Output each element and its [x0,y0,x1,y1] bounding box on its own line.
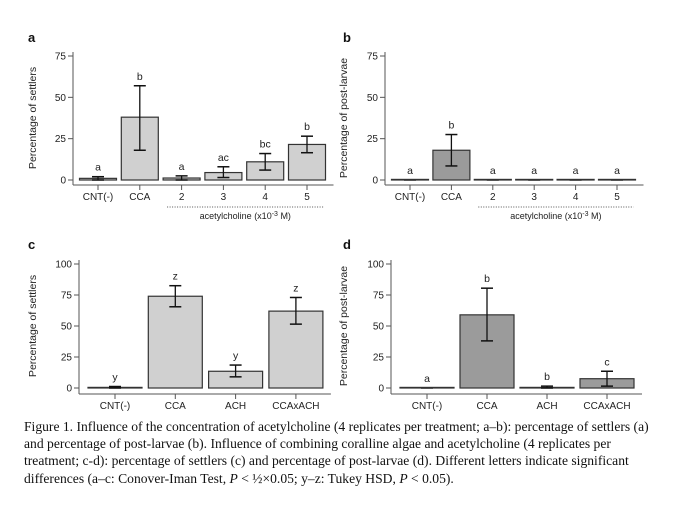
y-tick-label: 100 [55,260,72,271]
group-bracket-label: acetylcholine (x10-3 M) [200,211,291,221]
caption-text: < ½×0.05; y–z: Tukey HSD, [237,470,400,486]
x-tick-label: CCA [476,401,497,412]
x-tick-label: CNT(-) [100,401,131,412]
x-tick-label: CNT(-) [395,192,426,203]
significance-letter: b [484,273,490,285]
x-tick-label: CCAxACH [583,401,630,412]
panel-label: a [28,30,36,45]
significance-letter: z [173,271,178,283]
y-tick-label: 50 [55,93,67,104]
y-tick-label: 25 [373,353,385,364]
panel-label: d [343,237,351,252]
y-axis-title: Percentage of post-larvae [338,58,350,178]
significance-letter: y [233,350,239,362]
significance-letter: b [448,120,454,132]
x-tick-label: CCA [441,192,462,203]
significance-letter: b [137,71,143,83]
significance-letter: b [304,121,310,133]
y-tick-label: 0 [66,384,72,395]
x-tick-label: 3 [531,192,537,203]
x-tick-label: 2 [179,192,185,203]
panel-label: b [343,30,351,45]
y-tick-label: 50 [367,93,379,104]
significance-letter: z [293,282,298,294]
significance-letter: a [179,161,185,173]
caption-text: Figure 1. Influence of the concentration… [24,419,649,486]
significance-letter: a [424,373,430,385]
x-tick-label: 2 [490,192,496,203]
y-tick-label: 50 [373,322,385,333]
x-tick-label: ACH [225,401,246,412]
y-tick-label: 0 [60,176,66,187]
x-tick-label: 4 [573,192,579,203]
x-tick-label: 5 [614,192,620,203]
bar [147,295,203,389]
y-tick-label: 25 [367,134,379,145]
y-tick-label: 75 [55,52,67,63]
significance-letter: b [544,371,550,383]
x-tick-label: CNT(-) [83,192,114,203]
x-tick-label: CCA [165,401,186,412]
significance-letter: a [573,165,579,177]
caption-text: < 0.05). [407,470,454,486]
y-tick-label: 0 [378,384,384,395]
y-axis-title: Percentage of settlers [27,275,39,377]
significance-letter: bc [260,139,271,151]
group-bracket-label: acetylcholine (x10-3 M) [510,211,601,221]
x-tick-label: ACH [536,401,557,412]
y-tick-label: 75 [373,291,385,302]
y-tick-label: 100 [367,260,384,271]
significance-letter: a [531,165,537,177]
y-tick-label: 75 [367,52,379,63]
y-axis-title: Percentage of settlers [27,67,39,169]
significance-letter: a [95,162,101,174]
caption-italic: P [399,470,408,486]
significance-letter: y [112,372,118,384]
y-tick-label: 50 [61,322,73,333]
y-tick-label: 25 [55,134,67,145]
significance-letter: c [604,356,609,368]
x-tick-label: 5 [304,192,310,203]
x-tick-label: 3 [221,192,227,203]
caption-italic: P [229,470,238,486]
significance-letter: a [490,165,496,177]
significance-letter: a [407,165,413,177]
significance-letter: a [614,165,620,177]
x-tick-label: CNT(-) [412,401,443,412]
panel-d: d Percentage of post-larvae 0 25 50 75 100 a CNT… [338,237,642,412]
y-tick-label: 75 [61,291,73,302]
significance-letter: ac [218,152,229,164]
figure-caption: Figure 1. Influence of the concentration… [24,418,664,487]
y-axis-title: Percentage of post-larvae [338,266,350,386]
panel-c: c Percentage of settlers 0 25 50 75 100 y CNT(-)… [27,237,331,412]
x-tick-label: CCAxACH [272,401,319,412]
x-tick-label: CCA [129,192,150,203]
panel-label: c [28,237,35,252]
y-tick-label: 25 [61,353,73,364]
y-tick-label: 0 [372,176,378,187]
x-tick-label: 4 [262,192,268,203]
